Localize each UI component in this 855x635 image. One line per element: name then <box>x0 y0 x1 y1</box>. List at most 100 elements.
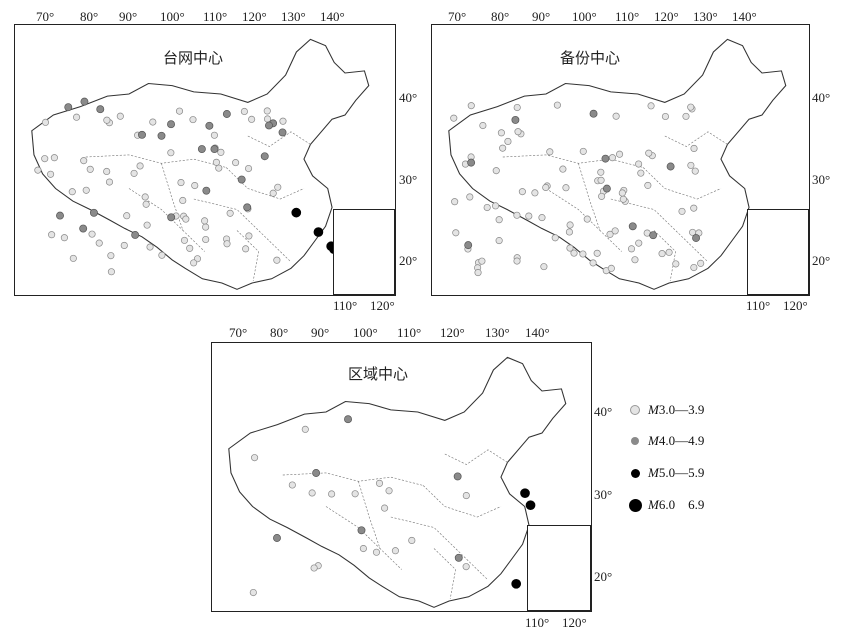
tick-label: 110° <box>203 9 228 24</box>
event-marker-m4 <box>205 121 214 130</box>
event-marker-m3 <box>672 260 680 268</box>
event-marker-m3 <box>60 234 68 242</box>
event-marker-m4 <box>454 553 463 562</box>
event-marker-m3 <box>635 160 643 168</box>
event-marker-m3 <box>474 269 482 277</box>
event-marker-m3 <box>248 115 256 123</box>
event-marker-m3 <box>462 492 470 500</box>
event-marker-m3 <box>589 259 597 267</box>
event-marker-m3 <box>531 189 539 197</box>
event-marker-m3 <box>88 230 96 238</box>
province-border <box>247 131 311 147</box>
tick-label: 90° <box>119 9 138 24</box>
event-marker-m3 <box>697 259 705 267</box>
event-marker-m3 <box>105 178 114 186</box>
tick-label: 100° <box>160 9 185 24</box>
tick-label: 90° <box>311 325 330 340</box>
magnitude-range: 6.0 6.9 <box>658 497 705 512</box>
event-marker-m3 <box>546 148 554 156</box>
event-marker-m3 <box>644 181 652 189</box>
tick-label: 20° <box>399 253 418 268</box>
event-marker-m3 <box>69 254 77 262</box>
south-china-sea-inset <box>333 209 395 295</box>
event-marker-m3 <box>538 214 546 222</box>
tick-label: 80° <box>491 9 510 24</box>
event-marker-m3 <box>149 118 157 126</box>
tick-label: 80° <box>270 325 289 340</box>
tick-label: 70° <box>229 325 248 340</box>
event-marker-m3 <box>308 489 316 497</box>
event-marker-m3 <box>579 147 587 155</box>
event-marker-m3 <box>47 170 55 178</box>
event-marker-m3 <box>215 164 223 172</box>
event-marker-m3 <box>452 229 460 237</box>
legend-item: M3.0—3.9 <box>628 402 704 418</box>
tick-label: 120° <box>783 298 808 313</box>
province-border <box>578 163 622 252</box>
map-panel-regional-center: 区域中心 <box>211 342 592 612</box>
legend-item: M6.0 6.9 <box>628 497 704 513</box>
event-marker-m3 <box>177 179 185 187</box>
event-marker-m3 <box>619 195 627 203</box>
province-border <box>433 548 456 599</box>
south-china-sea-inset <box>527 525 591 611</box>
event-marker-m3 <box>175 107 184 115</box>
event-marker-m3 <box>450 114 458 122</box>
event-marker-m3 <box>95 239 103 247</box>
event-marker-m3 <box>635 239 643 247</box>
china-outline-group <box>448 38 787 290</box>
event-marker-m5 <box>313 227 324 237</box>
tick-label: 130° <box>281 9 306 24</box>
panel-title: 区域中心 <box>348 365 409 383</box>
tick-label: 90° <box>532 9 551 24</box>
event-marker-m3 <box>274 183 282 191</box>
event-marker-m3 <box>190 259 198 267</box>
country-border <box>228 356 567 608</box>
event-marker-m3 <box>495 216 503 224</box>
event-marker-m3 <box>143 221 151 229</box>
china-map-outline <box>228 356 567 608</box>
event-marker-m3 <box>212 158 220 166</box>
map-panel-network-center: 台网中心 <box>14 24 396 296</box>
event-marker-m4 <box>265 121 273 130</box>
event-marker-m3 <box>647 102 655 110</box>
event-marker-m4 <box>312 469 321 477</box>
country-border <box>448 38 787 290</box>
event-marker-m4 <box>96 105 105 114</box>
event-marker-m3 <box>269 189 277 197</box>
event-marker-m4 <box>131 231 140 239</box>
panel-title: 备份中心 <box>560 49 621 67</box>
province-border <box>444 449 508 465</box>
tick-label: 130° <box>485 325 510 340</box>
event-marker-m3 <box>608 154 616 162</box>
event-marker-m4 <box>64 103 73 112</box>
event-marker-m4 <box>197 145 206 153</box>
tick-label: 70° <box>36 9 55 24</box>
tick-label: 70° <box>448 9 467 24</box>
tick-label: 110° <box>333 298 358 313</box>
event-marker-m3 <box>691 167 699 175</box>
tick-label: 120° <box>242 9 267 24</box>
province-border <box>422 485 502 518</box>
event-marker-m4 <box>649 231 658 240</box>
event-marker-m4 <box>260 152 269 161</box>
event-marker-m3 <box>607 264 615 272</box>
tick-label: 40° <box>812 90 831 105</box>
tick-label: 30° <box>594 487 613 502</box>
event-marker-m3 <box>41 155 49 163</box>
legend-item: M4.0—4.9 <box>628 433 704 449</box>
event-marker-m3 <box>48 231 56 239</box>
event-marker-m3 <box>687 103 695 111</box>
event-marker-m4 <box>243 203 252 212</box>
event-marker-m3 <box>690 204 698 212</box>
event-marker-m3 <box>611 227 619 235</box>
event-marker-m4 <box>511 115 520 124</box>
event-marker-m3 <box>130 169 138 177</box>
event-marker-m3 <box>372 548 381 556</box>
tick-label: 30° <box>399 172 418 187</box>
event-marker-m3 <box>73 113 81 121</box>
tick-label: 20° <box>594 569 613 584</box>
event-marker-m3 <box>542 183 550 192</box>
event-marker-m3 <box>385 487 393 495</box>
event-marker-m3 <box>645 149 653 157</box>
